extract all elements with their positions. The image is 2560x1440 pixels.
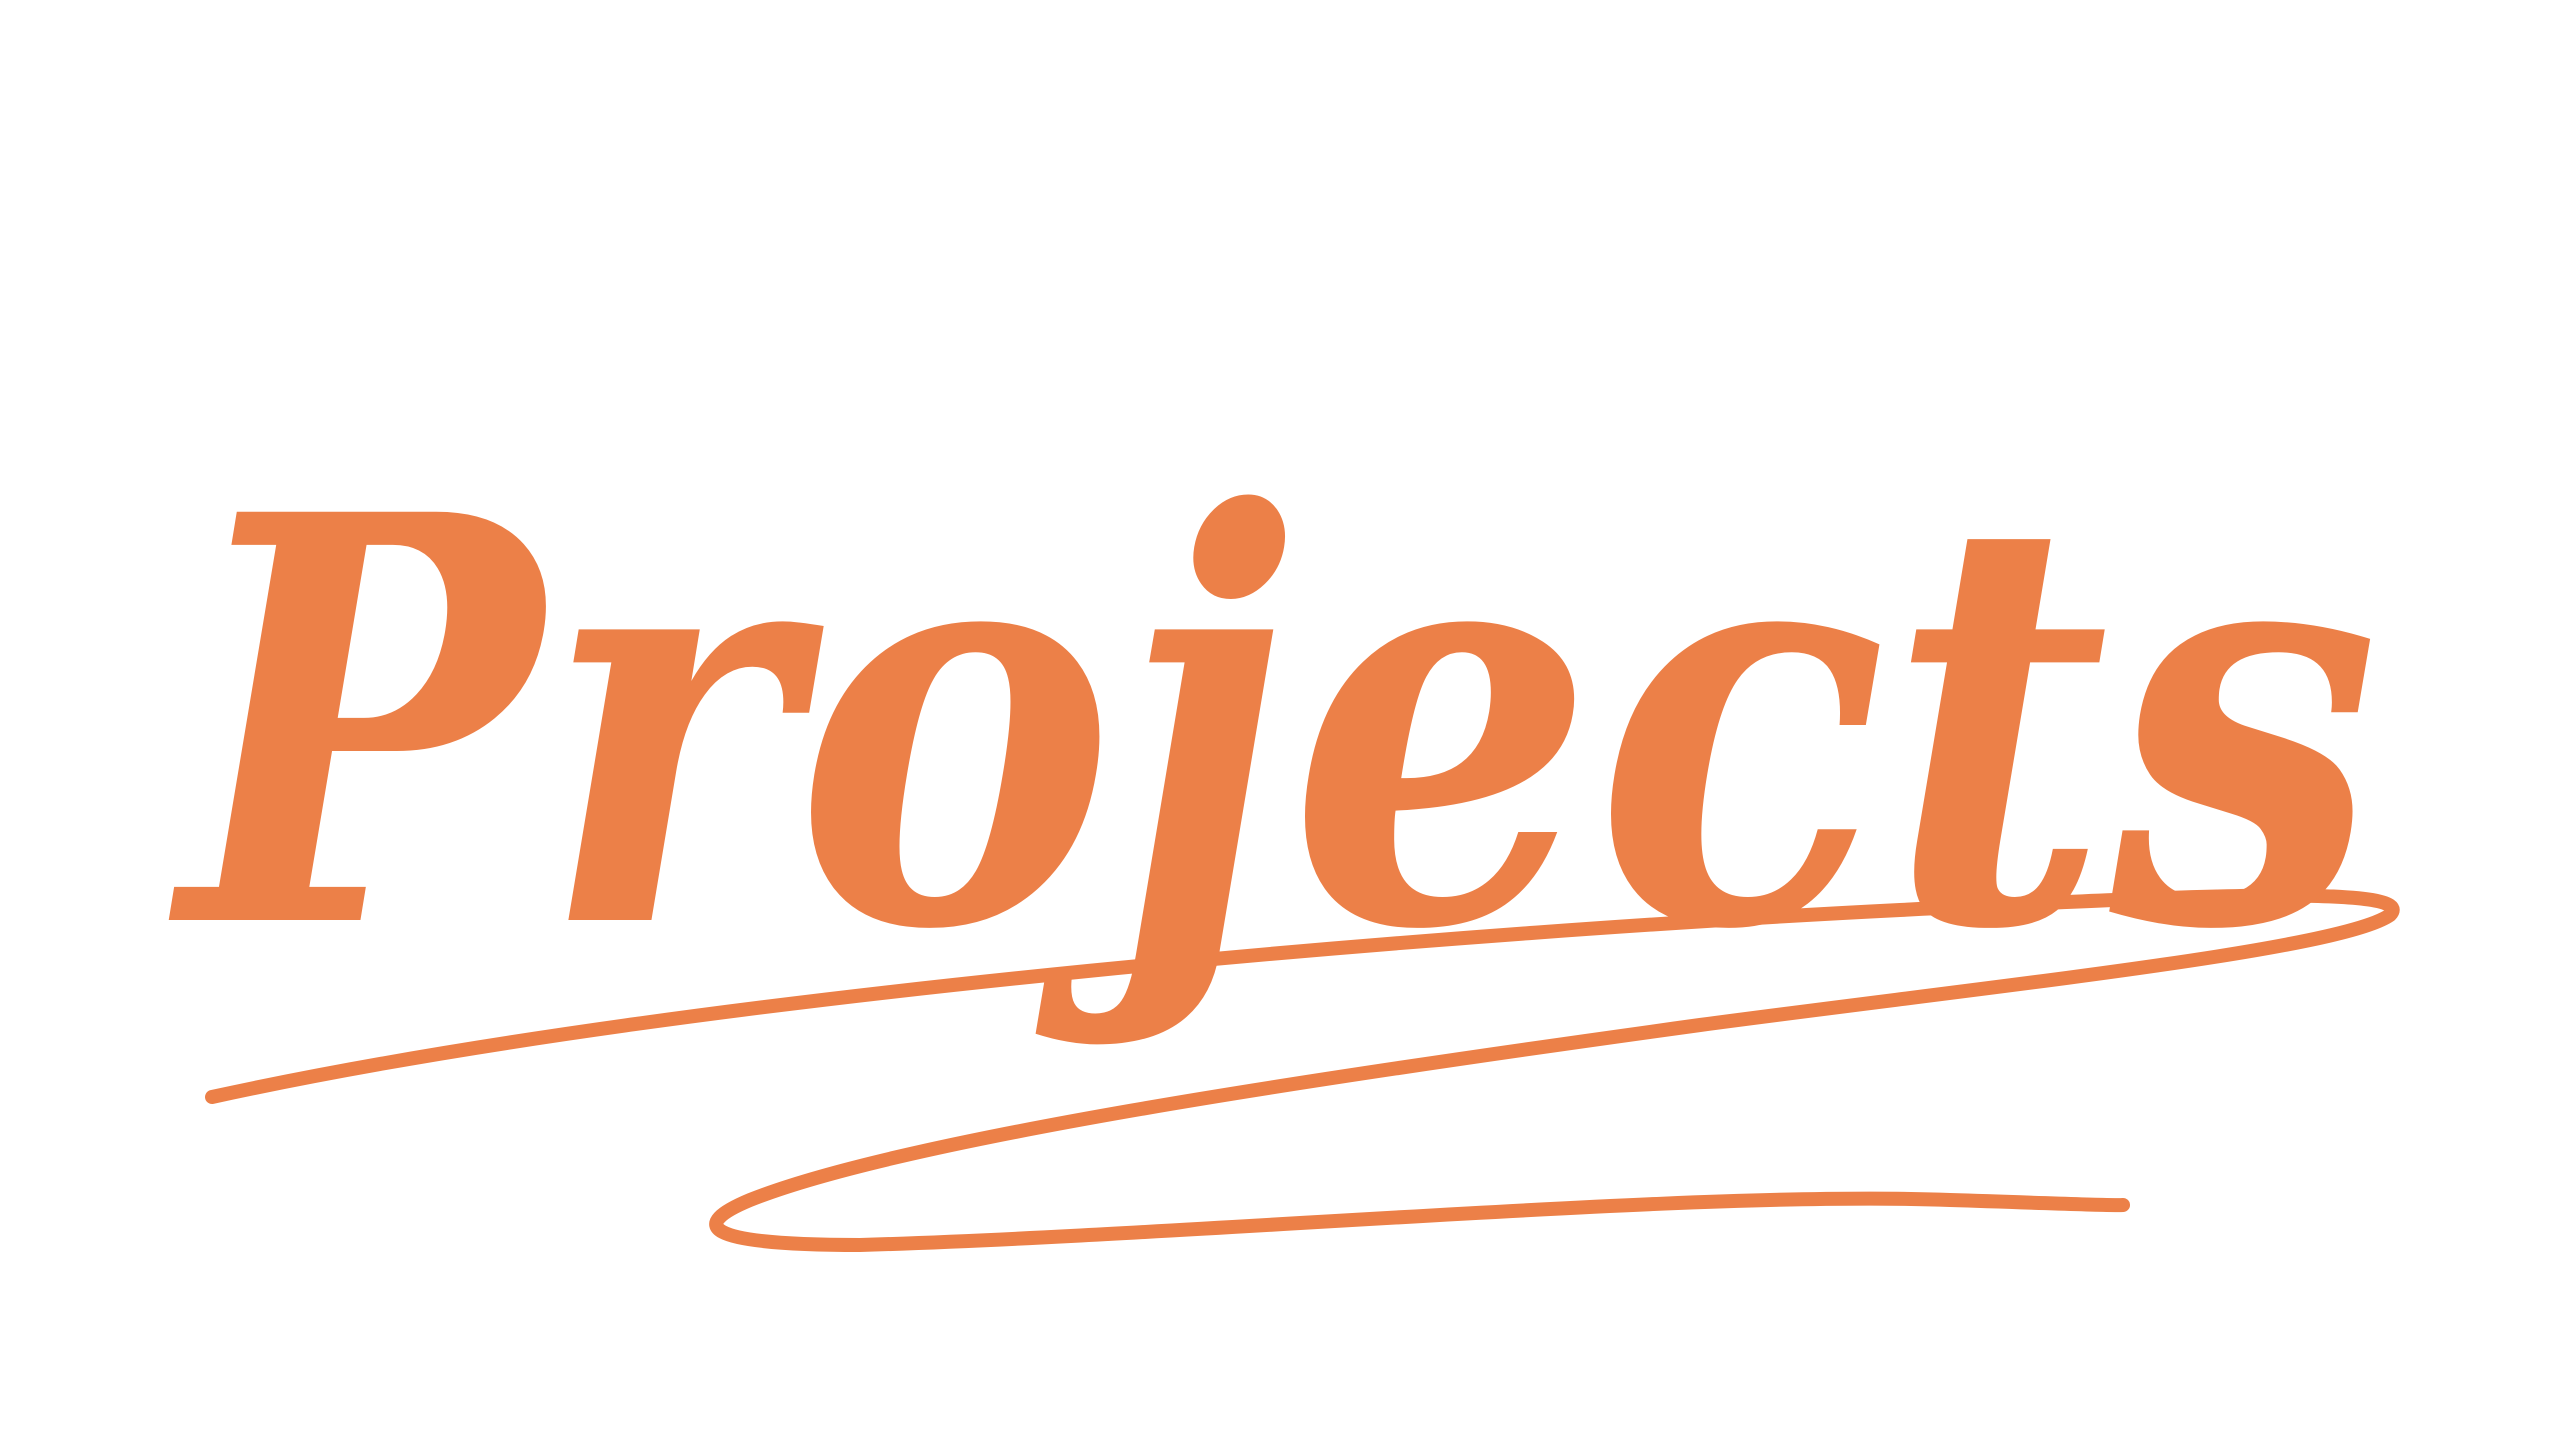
title: Projects <box>165 395 2380 1053</box>
underline-swoosh <box>205 888 2400 1252</box>
